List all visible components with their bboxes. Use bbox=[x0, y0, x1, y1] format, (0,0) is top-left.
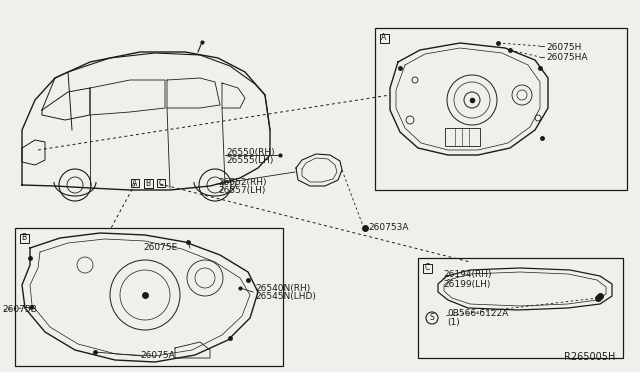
Text: S: S bbox=[429, 314, 435, 323]
Bar bbox=[422, 263, 431, 273]
Text: 26199(LH): 26199(LH) bbox=[443, 279, 490, 289]
Bar bbox=[380, 33, 388, 42]
Text: 26550(RH): 26550(RH) bbox=[226, 148, 275, 157]
Text: 26075E: 26075E bbox=[143, 244, 177, 253]
Text: C: C bbox=[424, 263, 429, 273]
Text: 26075H: 26075H bbox=[546, 42, 581, 51]
Text: B: B bbox=[145, 179, 150, 187]
Text: A: A bbox=[381, 33, 387, 42]
Text: 26075HA: 26075HA bbox=[546, 54, 588, 62]
Bar bbox=[418, 258, 623, 358]
Text: 26194(RH): 26194(RH) bbox=[443, 270, 492, 279]
Text: C: C bbox=[158, 179, 164, 187]
Text: 26075A: 26075A bbox=[140, 352, 175, 360]
Bar bbox=[375, 28, 627, 190]
Bar bbox=[19, 234, 29, 243]
Text: 260753A: 260753A bbox=[368, 224, 408, 232]
Bar bbox=[143, 179, 152, 187]
Text: 0B566-6122A: 0B566-6122A bbox=[447, 310, 508, 318]
Bar bbox=[131, 179, 139, 187]
Bar bbox=[445, 128, 480, 146]
Text: 26555(LH): 26555(LH) bbox=[226, 157, 273, 166]
Text: 26557(LH): 26557(LH) bbox=[218, 186, 266, 196]
Text: 26552(RH): 26552(RH) bbox=[218, 177, 266, 186]
Bar bbox=[15, 228, 283, 366]
Text: 26545N(LHD): 26545N(LHD) bbox=[255, 292, 316, 301]
Text: R265005H: R265005H bbox=[564, 352, 615, 362]
Text: (1): (1) bbox=[447, 318, 460, 327]
Bar bbox=[157, 179, 165, 187]
Text: 26540N(RH): 26540N(RH) bbox=[255, 283, 310, 292]
Text: 26075B: 26075B bbox=[2, 305, 36, 314]
Text: A: A bbox=[132, 179, 138, 187]
Text: B: B bbox=[21, 234, 27, 243]
